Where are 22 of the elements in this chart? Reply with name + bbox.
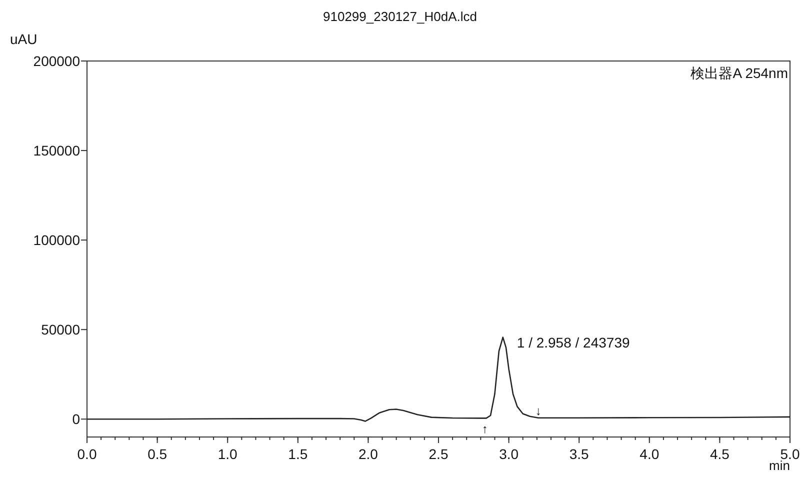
chart-title: 910299_230127_H0dA.lcd	[323, 9, 477, 24]
x-tick-label: 0.0	[77, 446, 97, 462]
x-tick-label: 1.0	[218, 446, 238, 462]
y-axis-title: uAU	[10, 31, 38, 47]
x-tick-label: 2.0	[358, 446, 378, 462]
x-tick-label: 3.5	[569, 446, 590, 462]
x-tick-label: 1.5	[288, 446, 308, 462]
annotation: ↓	[535, 404, 542, 418]
x-tick-label: 0.5	[148, 446, 168, 462]
annotation: ↑	[482, 422, 488, 436]
y-tick-label: 150000	[33, 142, 80, 159]
y-tick-label: 50000	[41, 322, 80, 338]
x-tick-label: 4.0	[640, 446, 660, 462]
annotation: 1 / 2.958 / 243739	[516, 334, 630, 350]
y-tick-label: 200000	[33, 53, 80, 69]
x-tick-label: 4.5	[710, 446, 730, 462]
y-tick-label: 0	[72, 411, 80, 428]
y-tick-label: 100000	[33, 232, 80, 248]
x-tick-label: 2.5	[428, 446, 448, 462]
annotation: 検出器A 254nm	[690, 65, 788, 81]
x-tick-label: 3.0	[499, 446, 519, 462]
line-series	[86, 336, 791, 422]
